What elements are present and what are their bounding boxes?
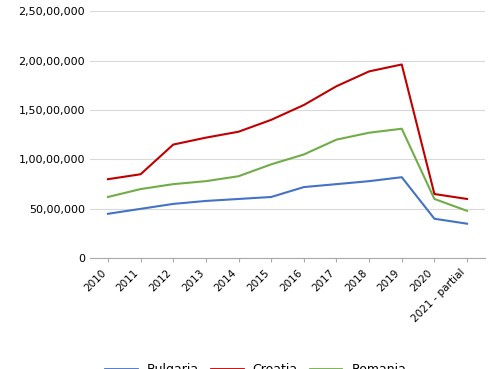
Legend: Bulgaria, Croatia, Romania: Bulgaria, Croatia, Romania (100, 359, 411, 369)
